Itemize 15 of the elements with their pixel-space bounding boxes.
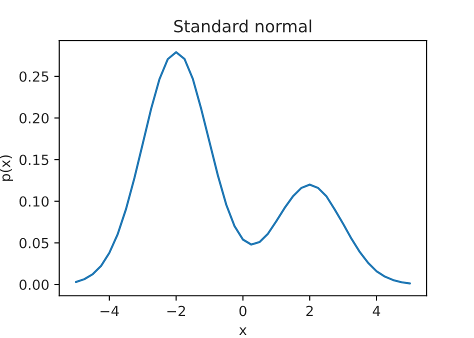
y-tick-label: 0.15 (20, 154, 48, 166)
y-tick-label: 0.00 (20, 279, 49, 290)
chart-title: Standard normal (174, 20, 312, 32)
y-tick-label: 0.20 (20, 112, 49, 124)
x-tick-label: −4 (100, 306, 119, 316)
x-axis-title: x (239, 327, 247, 336)
x-tick-label: 0 (239, 306, 246, 316)
y-tick-label: 0.05 (20, 238, 48, 248)
y-axis-title: p(x) (0, 155, 14, 181)
x-tick-label: 4 (372, 306, 380, 316)
x-tick-label: 2 (306, 306, 313, 316)
x-tick-label: −2 (167, 306, 185, 316)
line-series (74, 51, 411, 284)
y-tick-label: 0.10 (20, 196, 49, 207)
y-tick-label: 0.25 (20, 71, 48, 82)
